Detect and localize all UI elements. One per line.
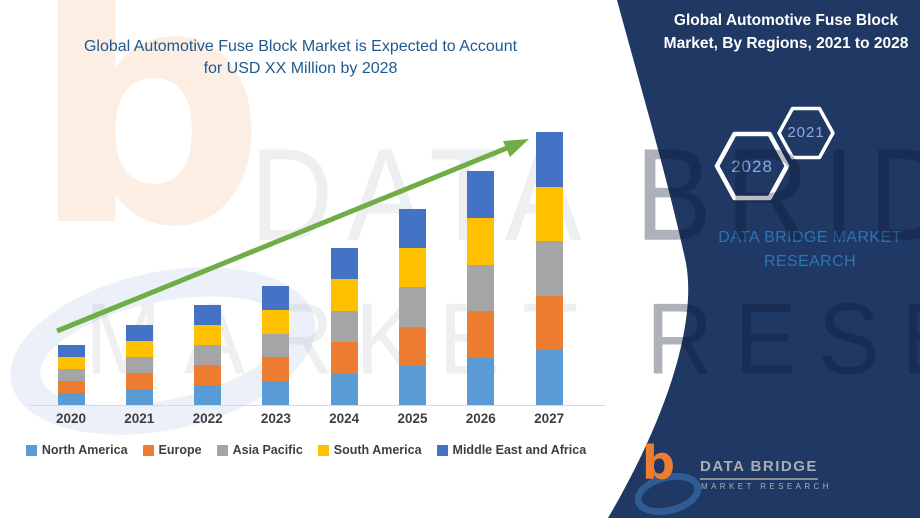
legend-label: South America <box>333 443 422 457</box>
bar-2021-segment-asia-pacific <box>125 357 153 373</box>
bar-2020-segment-europe <box>57 381 85 393</box>
bar-2020-segment-middle-east-and-africa <box>57 345 85 357</box>
bar-2020 <box>57 345 85 405</box>
legend-label: Asia Pacific <box>232 443 303 457</box>
bar-2023-segment-asia-pacific <box>262 333 290 358</box>
bar-2020-segment-north-america <box>57 393 85 405</box>
legend-swatch-south-america <box>317 444 329 456</box>
hexagon-2021 <box>777 106 835 160</box>
page-title: Global Automotive Fuse Block Market is E… <box>18 36 583 80</box>
legend-item-south-america: South America <box>317 443 422 457</box>
legend-label: Europe <box>158 443 202 457</box>
logo-name: DATA BRIDGE <box>700 458 818 480</box>
x-axis-label-2024: 2024 <box>329 411 360 426</box>
legend-label: Middle East and Africa <box>452 443 587 457</box>
bar-2020-segment-south-america <box>57 357 85 369</box>
brand-wordmark-line1: DATA BRIDGE MARKET <box>718 229 902 246</box>
x-axis-label-2023: 2023 <box>260 411 291 426</box>
legend-swatch-europe <box>142 444 154 456</box>
bar-2021-segment-north-america <box>125 389 153 405</box>
bar-2027-segment-south-america <box>535 186 563 242</box>
x-axis-label-2025: 2025 <box>397 411 428 426</box>
bar-2027 <box>535 132 563 405</box>
x-axis-label-2021: 2021 <box>124 411 155 426</box>
bar-2023-segment-north-america <box>262 381 290 405</box>
x-axis-label-2027: 2027 <box>534 411 565 426</box>
logo-subtitle: MARKET RESEARCH <box>701 482 832 491</box>
bar-2025-segment-north-america <box>399 365 426 405</box>
x-axis-label-2020: 2020 <box>55 411 87 426</box>
brand-wordmark-line2: RESEARCH <box>763 253 857 270</box>
legend-swatch-north-america <box>25 444 37 456</box>
bar-2024-segment-europe <box>330 342 358 374</box>
x-axis-label-2026: 2026 <box>465 411 496 426</box>
legend-item-north-america: North America <box>25 443 128 457</box>
company-logo: b DATA BRIDGE MARKET RESEARCH <box>630 440 894 518</box>
bar-2027-segment-north-america <box>535 350 563 405</box>
hexagon-2028-label: 2028 <box>731 157 773 176</box>
bar-2026-segment-north-america <box>467 358 495 405</box>
hexagon-2021-label: 2021 <box>787 124 825 141</box>
hexagon-2028 <box>714 131 790 201</box>
legend-swatch-asia-pacific <box>216 444 228 456</box>
bar-2020-segment-asia-pacific <box>57 369 85 381</box>
chart-legend: North America Europe Asia Pacific South … <box>0 443 612 457</box>
page-title-line1: Global Automotive Fuse Block Market is E… <box>83 38 518 55</box>
brand-wordmark: DATA BRIDGE MARKET RESEARCH <box>688 226 920 274</box>
bar-2022-segment-north-america <box>194 385 222 405</box>
panel-title: Global Automotive Fuse Block Market, By … <box>663 12 909 52</box>
bar-2022-segment-europe <box>194 365 222 385</box>
bar-2022-segment-asia-pacific <box>194 345 222 365</box>
page-title-line2: for USD XX Million by 2028 <box>203 60 398 77</box>
bar-2023-segment-europe <box>262 357 290 382</box>
bar-2021-segment-south-america <box>125 341 153 357</box>
legend-swatch-middle-east-africa <box>436 444 448 456</box>
logo-b-icon: b <box>642 436 675 490</box>
bar-2021-segment-europe <box>125 373 153 389</box>
bar-2027-segment-asia-pacific <box>535 241 563 296</box>
bar-2027-segment-middle-east-and-africa <box>535 132 563 187</box>
bar-2027-segment-europe <box>535 295 563 351</box>
legend-item-middle-east-africa: Middle East and Africa <box>436 443 587 457</box>
x-axis-line <box>30 405 605 406</box>
x-axis-label-2022: 2022 <box>192 411 223 426</box>
legend-item-asia-pacific: Asia Pacific <box>216 443 303 457</box>
legend-item-europe: Europe <box>142 443 202 457</box>
legend-label: North America <box>41 443 128 457</box>
bar-2024-segment-north-america <box>330 373 358 405</box>
